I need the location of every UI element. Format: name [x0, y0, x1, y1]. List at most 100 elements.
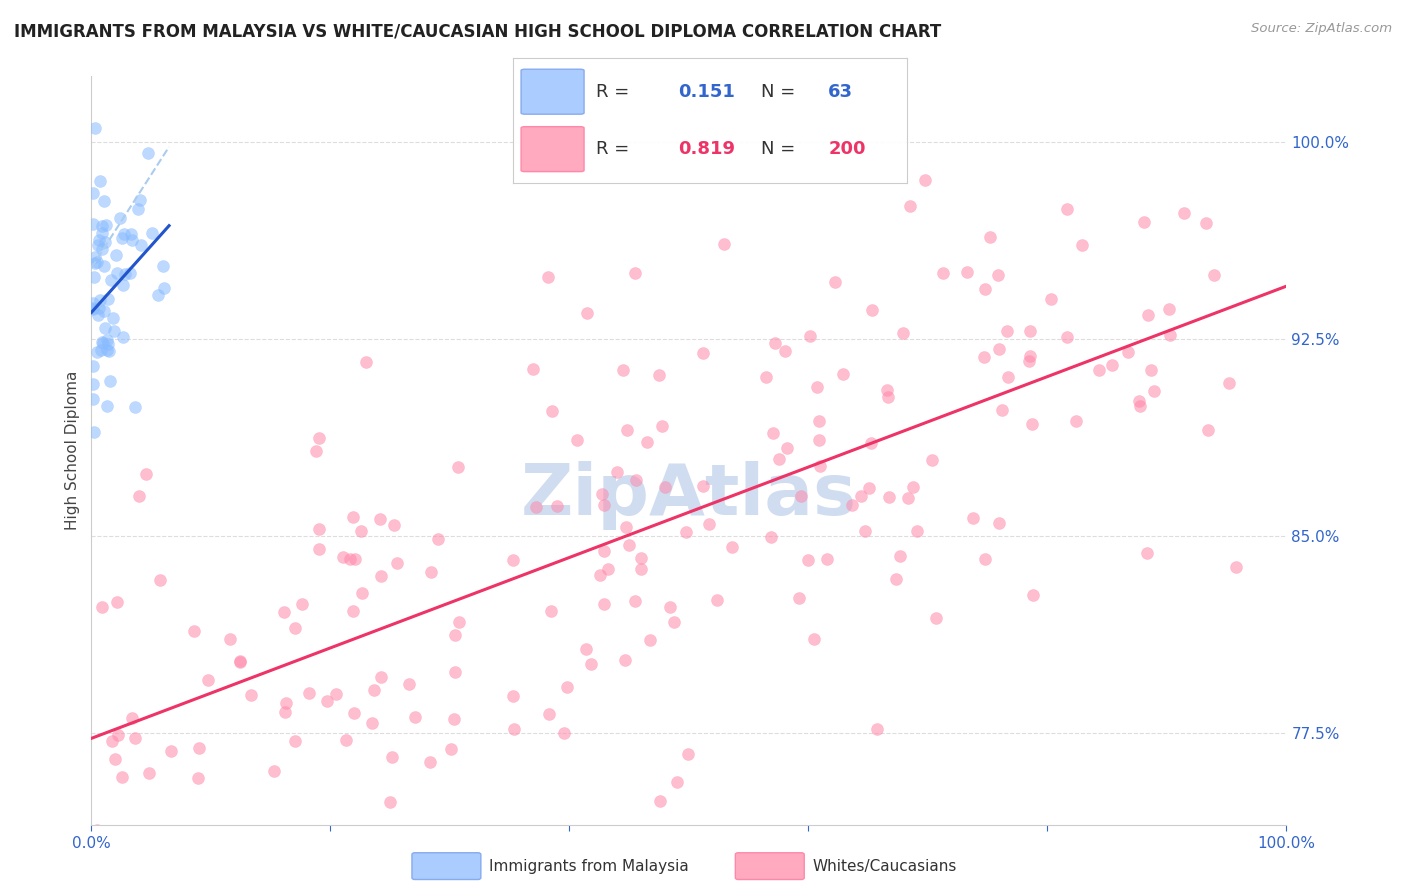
- Point: [440, 742, 463, 756]
- Point: [866, 722, 889, 736]
- Point: [576, 305, 599, 319]
- Point: [877, 390, 900, 404]
- Point: [768, 451, 790, 466]
- Point: [654, 480, 676, 494]
- Point: [187, 771, 209, 785]
- Point: [636, 435, 658, 450]
- Point: [1021, 417, 1043, 431]
- Point: [308, 542, 330, 557]
- Point: [662, 615, 685, 629]
- Text: 63: 63: [828, 83, 853, 101]
- Point: [876, 383, 898, 397]
- Point: [692, 346, 714, 360]
- Point: [1070, 237, 1092, 252]
- Point: [93, 304, 115, 318]
- Point: [382, 517, 405, 532]
- Point: [108, 211, 131, 225]
- Point: [921, 453, 943, 467]
- Point: [83, 425, 105, 440]
- Point: [354, 355, 377, 369]
- Point: [1133, 215, 1156, 229]
- Point: [298, 685, 321, 699]
- Point: [536, 270, 558, 285]
- Point: [426, 532, 449, 546]
- Point: [721, 541, 744, 555]
- Point: [860, 303, 883, 318]
- Point: [650, 794, 672, 808]
- Point: [352, 586, 374, 600]
- Point: [91, 334, 114, 349]
- Point: [370, 569, 392, 583]
- Point: [803, 632, 825, 646]
- Point: [706, 592, 728, 607]
- Point: [932, 266, 955, 280]
- Point: [789, 489, 811, 503]
- Point: [101, 734, 124, 748]
- Point: [443, 627, 465, 641]
- Point: [905, 524, 928, 538]
- Point: [97, 336, 120, 351]
- Point: [308, 523, 330, 537]
- Point: [973, 552, 995, 566]
- Point: [613, 653, 636, 667]
- Point: [103, 324, 125, 338]
- Point: [979, 229, 1001, 244]
- Point: [824, 275, 846, 289]
- Point: [1022, 587, 1045, 601]
- Point: [614, 519, 637, 533]
- Point: [808, 458, 831, 473]
- Point: [368, 511, 391, 525]
- Point: [593, 543, 616, 558]
- Point: [305, 444, 328, 458]
- Text: IMMIGRANTS FROM MALAYSIA VS WHITE/CAUCASIAN HIGH SCHOOL DIPLOMA CORRELATION CHAR: IMMIGRANTS FROM MALAYSIA VS WHITE/CAUCAS…: [14, 22, 941, 40]
- Point: [149, 574, 172, 588]
- Point: [378, 795, 401, 809]
- Point: [100, 273, 122, 287]
- Point: [93, 260, 115, 274]
- Point: [263, 764, 285, 778]
- Point: [86, 344, 108, 359]
- Point: [350, 524, 373, 538]
- Point: [93, 335, 115, 350]
- Point: [136, 146, 159, 161]
- Point: [82, 377, 104, 392]
- Point: [1018, 353, 1040, 368]
- Point: [1040, 292, 1063, 306]
- Point: [135, 467, 157, 482]
- Point: [229, 654, 252, 668]
- Point: [630, 562, 652, 576]
- Point: [124, 401, 146, 415]
- Point: [962, 511, 984, 525]
- Point: [82, 392, 104, 406]
- Point: [90, 343, 112, 357]
- Point: [82, 296, 104, 310]
- Point: [152, 259, 174, 273]
- Point: [630, 551, 652, 566]
- Point: [274, 705, 297, 719]
- Point: [1136, 546, 1159, 560]
- Point: [84, 250, 107, 264]
- Point: [754, 370, 776, 384]
- Point: [623, 266, 645, 280]
- Point: [956, 265, 979, 279]
- Point: [187, 741, 209, 756]
- Point: [89, 174, 111, 188]
- Point: [174, 857, 197, 871]
- Point: [596, 562, 619, 576]
- Point: [121, 711, 143, 725]
- Point: [900, 199, 922, 213]
- Point: [1173, 206, 1195, 220]
- Point: [973, 350, 995, 364]
- Point: [87, 301, 110, 316]
- Point: [761, 531, 783, 545]
- Point: [853, 524, 876, 538]
- Point: [995, 324, 1018, 338]
- Point: [897, 491, 920, 505]
- Point: [114, 834, 136, 848]
- Point: [419, 566, 441, 580]
- Text: Immigrants from Malaysia: Immigrants from Malaysia: [489, 859, 689, 873]
- Point: [806, 379, 828, 393]
- Text: R =: R =: [596, 140, 636, 158]
- Point: [540, 603, 562, 617]
- Point: [612, 363, 634, 377]
